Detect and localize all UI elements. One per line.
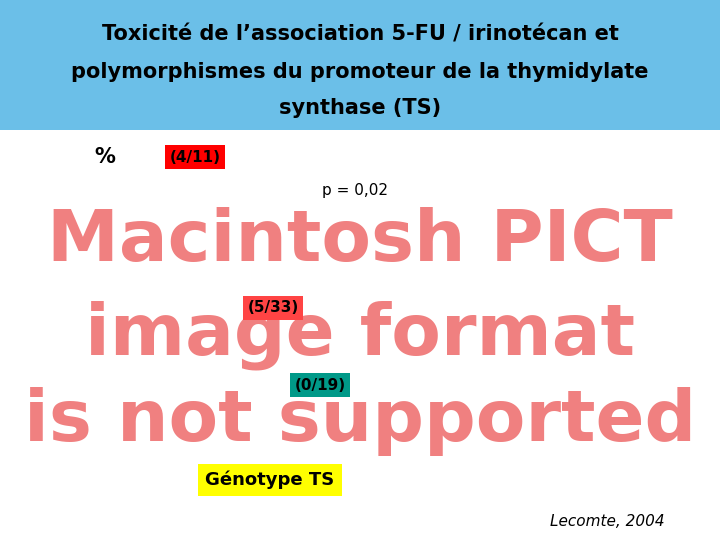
Bar [0,0,720,130]
Text: Toxicité de l’association 5-FU / irinotécan et: Toxicité de l’association 5-FU / irinoté… [102,25,618,45]
Text: polymorphismes du promoteur de la thymidylate: polymorphismes du promoteur de la thymid… [71,62,649,82]
Text: is not supported: is not supported [24,388,696,456]
Text: p = 0,02: p = 0,02 [322,183,388,198]
Text: Lecomte, 2004: Lecomte, 2004 [550,515,665,530]
Text: (4/11): (4/11) [169,150,220,165]
Text: (5/33): (5/33) [248,300,299,315]
Text: Génotype TS: Génotype TS [205,471,335,489]
Text: Macintosh PICT: Macintosh PICT [47,207,673,276]
Text: %: % [94,147,115,167]
Text: synthase (TS): synthase (TS) [279,98,441,118]
Text: (0/19): (0/19) [294,377,346,393]
Text: image format: image format [85,300,635,370]
